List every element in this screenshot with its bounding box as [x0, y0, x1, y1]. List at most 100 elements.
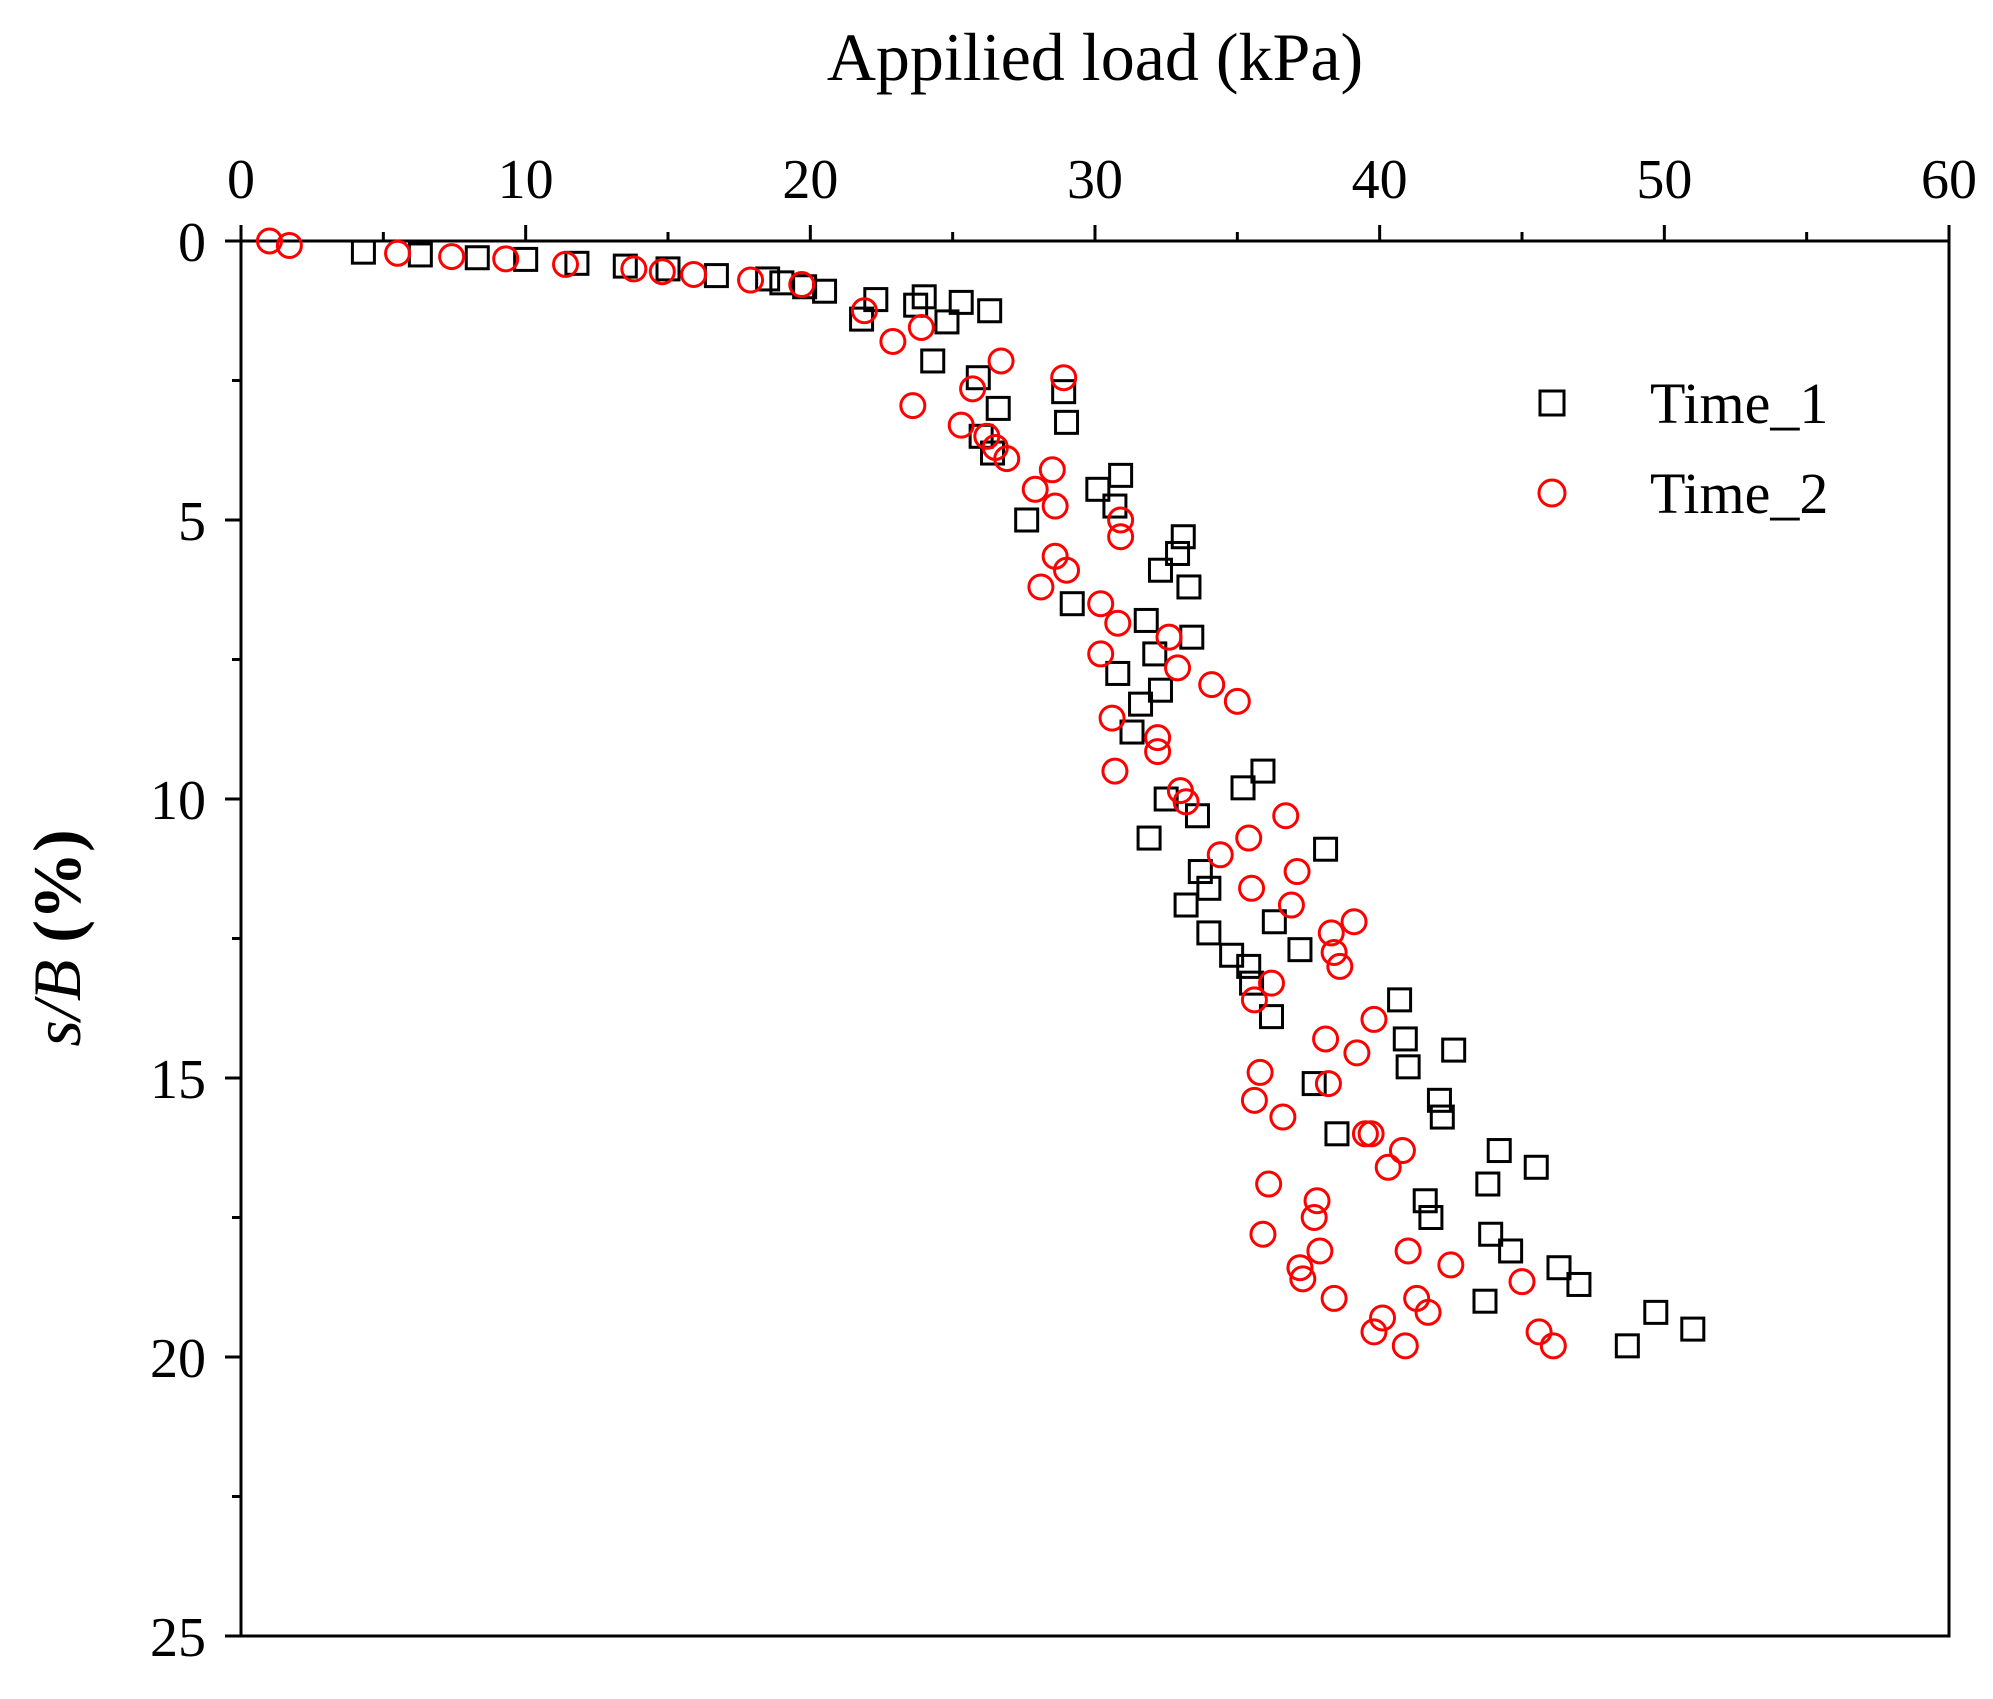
point-time-1 — [703, 263, 729, 289]
y-tick-label: 15 — [150, 1049, 206, 1111]
y-tick-label: 0 — [178, 212, 206, 274]
y-axis-title: s/B (%) — [19, 829, 95, 1046]
y-axis-title-italic: s/B — [19, 960, 95, 1047]
point-time-2 — [850, 297, 878, 325]
point-time-1 — [1187, 859, 1213, 885]
point-time-2 — [1235, 824, 1263, 852]
point-time-1 — [1147, 677, 1173, 703]
point-time-2 — [1351, 1120, 1379, 1148]
point-time-2 — [1144, 724, 1172, 752]
point-time-2 — [1172, 788, 1200, 816]
point-time-2 — [255, 227, 283, 255]
point-time-1 — [1498, 1238, 1524, 1264]
point-time-1 — [1412, 1188, 1438, 1214]
point-time-2 — [1272, 802, 1300, 830]
y-axis-title-unit: (%) — [19, 829, 95, 959]
point-time-2 — [993, 445, 1021, 473]
y-tick-label: 25 — [150, 1607, 206, 1669]
point-time-2 — [620, 255, 648, 283]
point-time-1 — [1108, 462, 1134, 488]
point-time-2 — [1374, 1153, 1402, 1181]
point-time-1 — [513, 246, 539, 272]
point-time-1 — [1441, 1037, 1467, 1063]
x-tick-label: 30 — [1067, 149, 1123, 211]
point-time-2 — [1027, 573, 1055, 601]
point-time-2 — [959, 375, 987, 403]
point-time-2 — [1340, 908, 1368, 936]
point-time-1 — [350, 239, 376, 265]
point-time-2 — [1238, 874, 1266, 902]
point-time-2 — [1326, 952, 1354, 980]
point-time-1 — [755, 266, 781, 292]
point-time-2 — [1240, 986, 1268, 1014]
point-time-1 — [1614, 1333, 1640, 1359]
point-time-2 — [1437, 1251, 1465, 1279]
point-time-1 — [1250, 758, 1276, 784]
point-time-2 — [1269, 1103, 1297, 1131]
point-time-1 — [1472, 1288, 1498, 1314]
point-time-2 — [1300, 1204, 1328, 1231]
point-time-1 — [1486, 1138, 1512, 1164]
point-time-2 — [1369, 1304, 1397, 1332]
point-time-2 — [947, 411, 975, 439]
point-time-1 — [1239, 970, 1265, 996]
legend: Time_1 Time_2 — [1537, 371, 1828, 526]
point-time-2 — [1312, 1025, 1340, 1053]
point-time-1 — [1523, 1154, 1549, 1180]
x-tick-label: 40 — [1352, 149, 1408, 211]
point-time-2 — [1357, 1120, 1385, 1148]
point-time-1 — [655, 256, 681, 282]
point-time-2 — [1144, 738, 1172, 766]
point-time-1 — [1418, 1205, 1444, 1230]
point-time-2 — [1087, 590, 1115, 618]
point-time-2 — [680, 260, 708, 288]
legend-label-time-2: Time_2 — [1650, 461, 1828, 526]
point-time-2 — [1414, 1298, 1442, 1326]
point-time-2 — [1155, 623, 1183, 651]
point-time-2 — [492, 245, 520, 273]
point-time-1 — [948, 289, 974, 315]
plot-frame — [239, 239, 1951, 1638]
point-time-2 — [1314, 1070, 1342, 1098]
point-time-1 — [812, 278, 838, 304]
point-time-2 — [1098, 704, 1126, 732]
point-time-1 — [1051, 379, 1077, 405]
point-time-1 — [1230, 775, 1256, 801]
point-time-1 — [1475, 1171, 1501, 1197]
point-time-2 — [1508, 1268, 1536, 1296]
point-time-1 — [1170, 524, 1196, 550]
legend-marker-time-2 — [1537, 478, 1567, 508]
point-time-2 — [1198, 671, 1226, 699]
point-time-1 — [1258, 1004, 1284, 1030]
point-time-2 — [1257, 969, 1285, 997]
y-axis: 0 5 10 15 20 25 — [150, 212, 241, 1669]
point-time-1 — [1128, 691, 1154, 717]
x-axis: 0 10 20 30 40 50 60 — [227, 149, 1977, 241]
point-time-1 — [1324, 1121, 1350, 1147]
point-time-2 — [1360, 1005, 1388, 1033]
point-time-2 — [1360, 1318, 1388, 1346]
point-time-2 — [907, 313, 935, 341]
point-time-2 — [1306, 1237, 1334, 1265]
point-time-2 — [1050, 364, 1078, 392]
point-time-2 — [1087, 640, 1115, 668]
point-time-2 — [1038, 456, 1066, 484]
point-time-1 — [1236, 953, 1262, 979]
point-time-1 — [1313, 836, 1339, 862]
point-time-2 — [1164, 654, 1192, 682]
point-time-1 — [1196, 875, 1222, 901]
point-time-2 — [1539, 1332, 1567, 1360]
data-markers — [255, 227, 1706, 1360]
point-time-2 — [1525, 1318, 1553, 1346]
y-tick-label: 20 — [150, 1328, 206, 1390]
legend-label-time-1: Time_1 — [1650, 371, 1828, 436]
x-tick-label: 50 — [1636, 149, 1692, 211]
point-time-1 — [1153, 786, 1179, 812]
point-time-2 — [1303, 1187, 1331, 1215]
y-tick-label: 10 — [150, 770, 206, 832]
point-time-1 — [1054, 409, 1080, 435]
point-time-1 — [407, 242, 433, 268]
point-time-1 — [1643, 1299, 1669, 1325]
point-time-2 — [1206, 841, 1234, 869]
